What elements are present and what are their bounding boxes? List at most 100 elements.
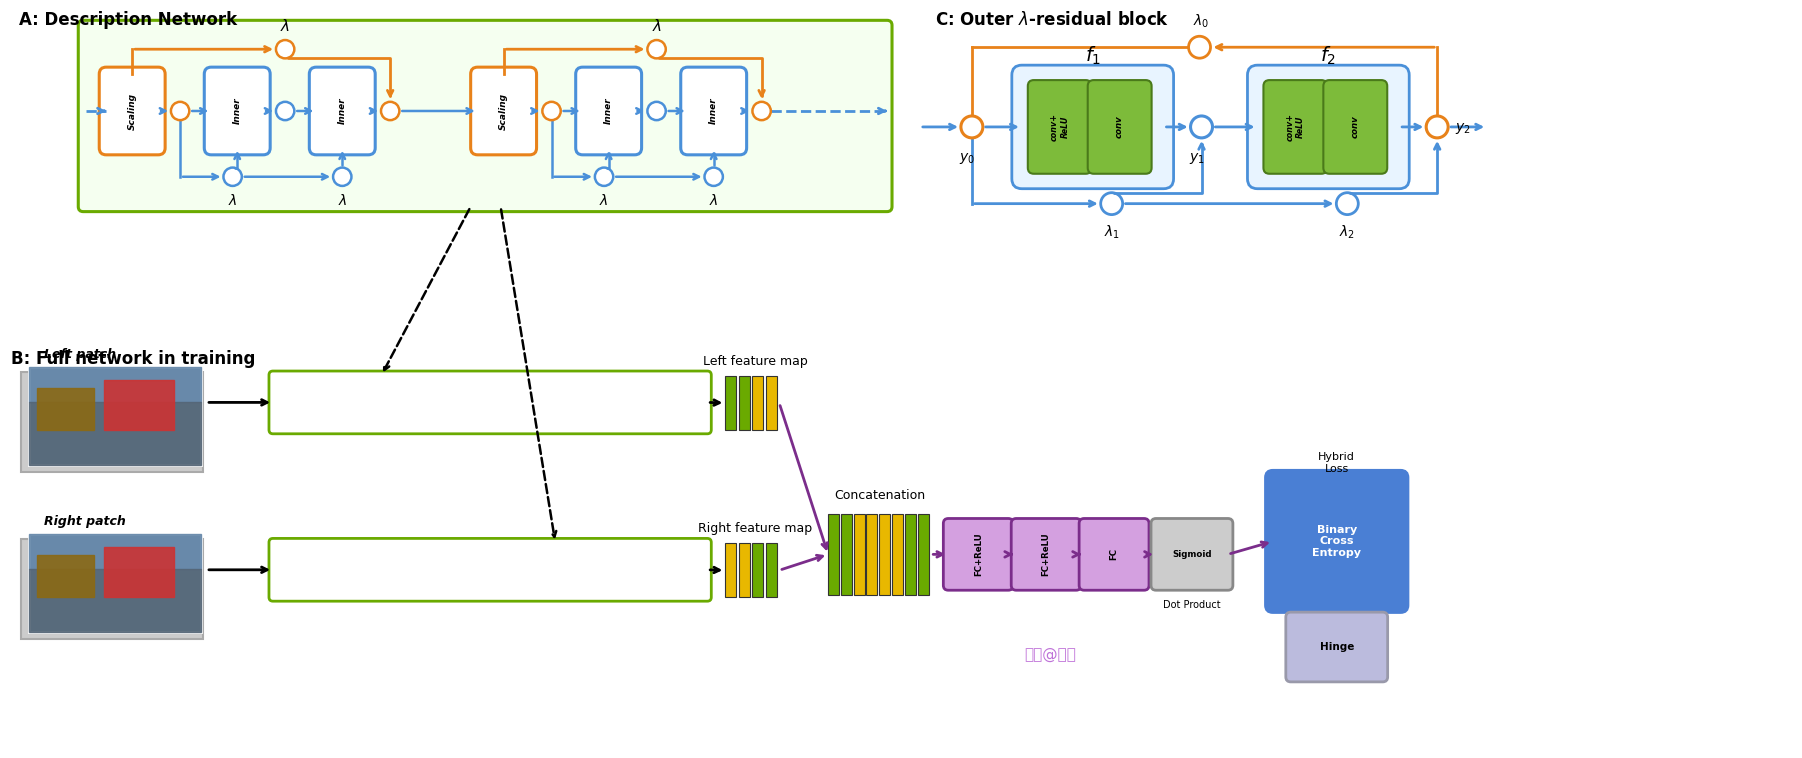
- Circle shape: [647, 102, 665, 121]
- Text: conv+
ReLU: conv+ ReLU: [1051, 113, 1069, 141]
- Bar: [829, 513, 840, 595]
- Text: Sigmoid: Sigmoid: [1171, 550, 1211, 559]
- FancyBboxPatch shape: [470, 67, 537, 155]
- Text: Hinge: Hinge: [1319, 642, 1353, 652]
- FancyBboxPatch shape: [1079, 518, 1150, 590]
- Text: $\lambda$: $\lambda$: [279, 18, 290, 34]
- Text: $\lambda$: $\lambda$: [227, 193, 238, 208]
- Text: $\lambda$: $\lambda$: [652, 18, 661, 34]
- Bar: [751, 543, 764, 597]
- FancyBboxPatch shape: [1323, 80, 1388, 174]
- Polygon shape: [105, 547, 175, 597]
- Text: Inner: Inner: [604, 98, 613, 124]
- Text: $\lambda_2$: $\lambda_2$: [1339, 224, 1355, 241]
- Circle shape: [542, 102, 560, 121]
- Bar: [751, 376, 764, 430]
- Polygon shape: [38, 556, 94, 597]
- Bar: [905, 513, 915, 595]
- Circle shape: [223, 168, 241, 186]
- Text: $\lambda$: $\lambda$: [708, 193, 719, 208]
- Text: Left patch: Left patch: [45, 348, 117, 361]
- Bar: [724, 543, 737, 597]
- Bar: [739, 376, 750, 430]
- Polygon shape: [29, 569, 202, 632]
- FancyBboxPatch shape: [204, 67, 270, 155]
- FancyBboxPatch shape: [681, 67, 746, 155]
- Text: $y_2$: $y_2$: [1456, 121, 1470, 136]
- Bar: [867, 513, 878, 595]
- Text: conv: conv: [1115, 115, 1124, 138]
- Text: $y_1$: $y_1$: [1189, 151, 1204, 166]
- FancyBboxPatch shape: [1088, 80, 1151, 174]
- Text: Right feature map: Right feature map: [697, 522, 813, 535]
- Polygon shape: [38, 388, 94, 430]
- FancyBboxPatch shape: [1027, 80, 1092, 174]
- Text: 知乎@黄浴: 知乎@黄浴: [1024, 647, 1076, 662]
- FancyBboxPatch shape: [99, 67, 166, 155]
- Circle shape: [333, 168, 351, 186]
- Circle shape: [1101, 193, 1123, 215]
- Text: Left feature map: Left feature map: [703, 355, 807, 368]
- FancyBboxPatch shape: [1247, 65, 1409, 189]
- FancyBboxPatch shape: [575, 67, 642, 155]
- Text: FC+ReLU: FC+ReLU: [973, 533, 982, 576]
- FancyBboxPatch shape: [22, 540, 204, 639]
- Text: conv: conv: [1352, 115, 1361, 138]
- Text: $f_1$: $f_1$: [1085, 45, 1101, 67]
- FancyBboxPatch shape: [268, 371, 712, 434]
- Circle shape: [647, 40, 665, 58]
- Circle shape: [753, 102, 771, 121]
- Bar: [766, 376, 777, 430]
- FancyBboxPatch shape: [1287, 612, 1388, 682]
- FancyBboxPatch shape: [22, 372, 204, 471]
- Circle shape: [276, 40, 294, 58]
- FancyBboxPatch shape: [1265, 471, 1407, 612]
- Text: B: Full network in training: B: Full network in training: [11, 350, 256, 368]
- Text: $f_2$: $f_2$: [1321, 45, 1337, 67]
- Text: Scaling: Scaling: [499, 92, 508, 130]
- FancyBboxPatch shape: [29, 534, 202, 632]
- FancyBboxPatch shape: [29, 367, 202, 465]
- FancyBboxPatch shape: [268, 538, 712, 601]
- FancyBboxPatch shape: [77, 20, 892, 211]
- Circle shape: [171, 102, 189, 121]
- Bar: [739, 543, 750, 597]
- Text: Inner: Inner: [710, 98, 719, 124]
- Text: Dot Product: Dot Product: [1162, 600, 1220, 610]
- Bar: [766, 543, 777, 597]
- Text: Inner: Inner: [337, 98, 346, 124]
- Circle shape: [1189, 36, 1211, 58]
- Text: Concatenation: Concatenation: [834, 489, 926, 502]
- Circle shape: [705, 168, 723, 186]
- Text: Binary
Cross
Entropy: Binary Cross Entropy: [1312, 525, 1361, 558]
- Circle shape: [1337, 193, 1359, 215]
- Bar: [917, 513, 928, 595]
- Text: $\lambda$: $\lambda$: [600, 193, 609, 208]
- Polygon shape: [29, 402, 202, 465]
- FancyBboxPatch shape: [1011, 518, 1081, 590]
- Text: $\lambda_0$: $\lambda_0$: [1193, 13, 1209, 30]
- Polygon shape: [29, 534, 202, 569]
- FancyBboxPatch shape: [1013, 65, 1173, 189]
- FancyBboxPatch shape: [310, 67, 375, 155]
- Text: Right patch: Right patch: [45, 515, 126, 528]
- Text: Hybrid
Loss: Hybrid Loss: [1319, 452, 1355, 474]
- Circle shape: [380, 102, 400, 121]
- Text: FC: FC: [1110, 548, 1119, 560]
- Text: conv+
ReLU: conv+ ReLU: [1285, 113, 1305, 141]
- Bar: [842, 513, 852, 595]
- Bar: [879, 513, 890, 595]
- Circle shape: [1191, 116, 1213, 138]
- Text: Scaling: Scaling: [128, 92, 137, 130]
- FancyBboxPatch shape: [942, 518, 1013, 590]
- Polygon shape: [105, 380, 175, 430]
- Circle shape: [960, 116, 982, 138]
- Circle shape: [1425, 116, 1449, 138]
- Text: A: Description Network: A: Description Network: [20, 11, 238, 30]
- Circle shape: [276, 102, 294, 121]
- Bar: [724, 376, 737, 430]
- Text: $y_0$: $y_0$: [959, 151, 975, 166]
- Text: $\lambda$: $\lambda$: [337, 193, 348, 208]
- Text: Inner: Inner: [232, 98, 241, 124]
- Bar: [854, 513, 865, 595]
